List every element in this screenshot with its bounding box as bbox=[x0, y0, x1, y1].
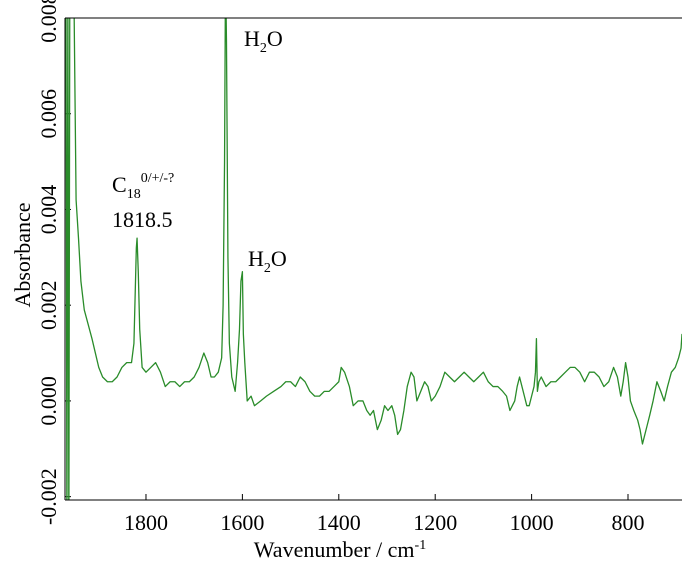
x-tick-label: 1600 bbox=[220, 510, 264, 535]
annotation-sub: 2 bbox=[260, 41, 267, 56]
x-axis-label: Wavenumber / cm-1 bbox=[254, 537, 426, 562]
x-axis-label-text: Wavenumber / cm bbox=[254, 537, 415, 562]
spectrum-line bbox=[65, 18, 682, 500]
annotation: H2O bbox=[244, 26, 283, 56]
annotation-sup: 0/+/-? bbox=[141, 171, 175, 186]
annotation: 1818.5 bbox=[112, 207, 173, 232]
annotation: H2O bbox=[248, 246, 287, 276]
annotation-after: O bbox=[271, 246, 287, 271]
x-tick-label: 1800 bbox=[124, 510, 168, 535]
y-axis-label: Absorbance bbox=[10, 202, 35, 307]
annotation-base: C bbox=[112, 172, 127, 197]
annotation-text: 1818.5 bbox=[112, 207, 173, 232]
y-tick-label: 0.008 bbox=[36, 0, 61, 43]
annotation: C180/+/-? bbox=[112, 171, 174, 202]
y-tick-label: 0.004 bbox=[36, 185, 61, 235]
y-tick-label: 0.006 bbox=[36, 89, 61, 139]
annotation-after: O bbox=[267, 26, 283, 51]
annotation-sub: 18 bbox=[127, 187, 141, 202]
annotation-sub: 2 bbox=[264, 261, 271, 276]
x-tick-label: 800 bbox=[612, 510, 645, 535]
y-tick-label: -0.002 bbox=[36, 468, 61, 525]
x-tick-label: 1000 bbox=[510, 510, 554, 535]
x-tick-label: 1200 bbox=[413, 510, 457, 535]
annotation-base: H bbox=[244, 26, 260, 51]
y-tick-label: 0.002 bbox=[36, 280, 61, 330]
annotation-base: H bbox=[248, 246, 264, 271]
x-tick-label: 1400 bbox=[317, 510, 361, 535]
x-axis-label-sup: -1 bbox=[415, 538, 427, 553]
y-tick-label: 0.000 bbox=[36, 376, 61, 426]
